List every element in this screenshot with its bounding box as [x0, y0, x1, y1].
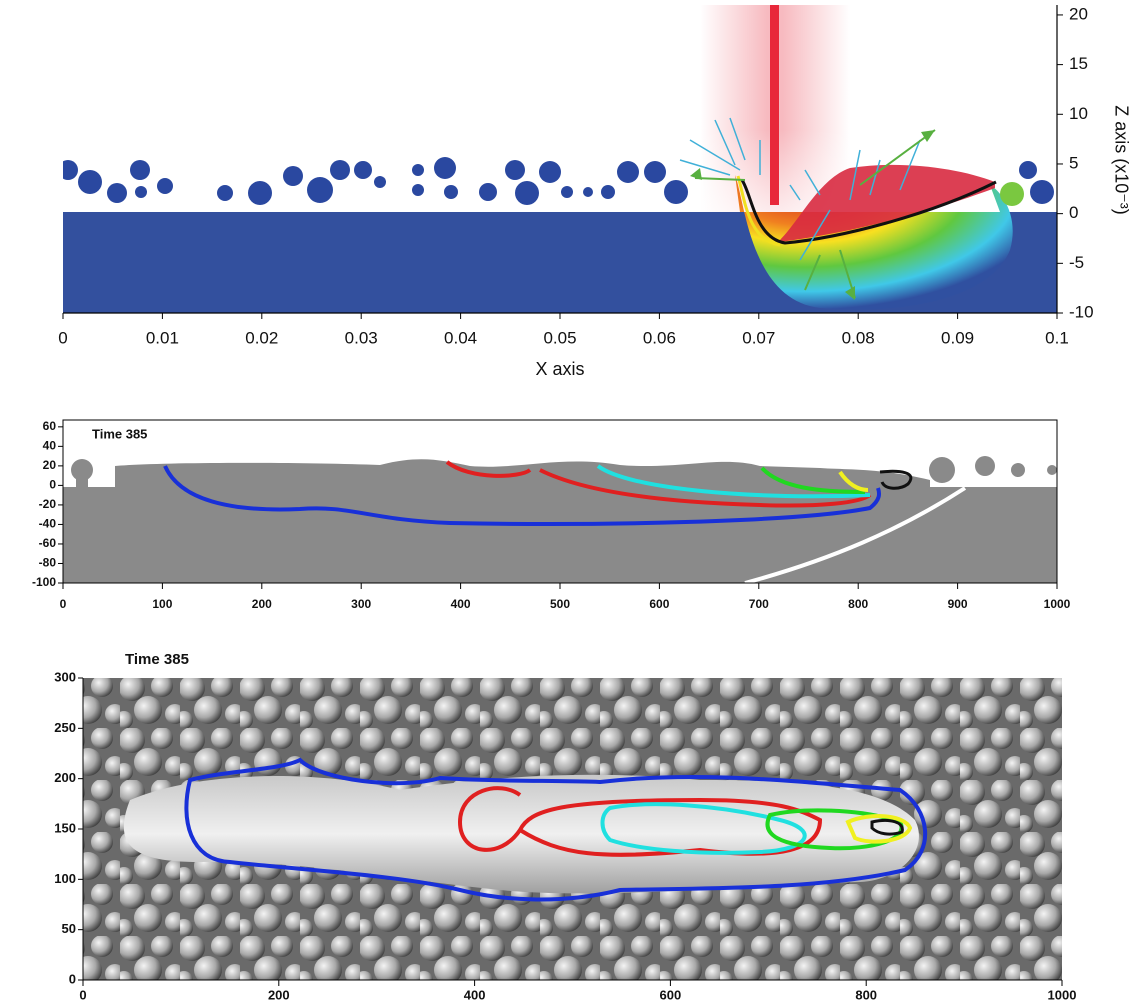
y-tick-label: -5	[1069, 253, 1084, 272]
x-tick-label: 0.09	[941, 328, 974, 347]
y-tick-label: 50	[62, 921, 76, 936]
x-tick-label: 1000	[1048, 987, 1077, 1002]
y-tick-label: 20	[43, 458, 57, 472]
x-tick-label: 900	[948, 597, 968, 611]
x-tick-label: 0.04	[444, 328, 477, 347]
y-tick-label: -100	[32, 575, 56, 589]
x-tick-label: 300	[351, 597, 371, 611]
y-tick-label: 20	[1069, 4, 1088, 23]
y-tick-label: -10	[1069, 302, 1094, 321]
x-tick-label: 600	[649, 597, 669, 611]
x-tick-label: 0	[60, 597, 67, 611]
y-tick-label: -20	[39, 497, 57, 511]
x-tick-label: 0.03	[345, 328, 378, 347]
x-tick-label: 500	[550, 597, 570, 611]
x-tick-label: 0.08	[842, 328, 875, 347]
y-tick-label: -80	[39, 556, 57, 570]
y-tick-label: 60	[43, 419, 57, 433]
x-tick-label: 1000	[1044, 597, 1071, 611]
x-tick-label: 0.01	[146, 328, 179, 347]
panel-1-field	[63, 5, 1057, 313]
x-tick-label: 600	[660, 987, 682, 1002]
x-tick-label: 0.06	[643, 328, 676, 347]
y-tick-label: 5	[1069, 153, 1078, 172]
y-tick-label: 300	[54, 669, 76, 684]
y-tick-label: 0	[69, 971, 76, 986]
x-tick-label: 0.07	[742, 328, 775, 347]
panel-title: Time 385	[92, 426, 147, 441]
x-tick-label: 0.1	[1045, 328, 1069, 347]
x-tick-label: 0.05	[543, 328, 576, 347]
x-tick-label: 800	[848, 597, 868, 611]
x-tick-label: 0	[79, 987, 86, 1002]
y-tick-label: -40	[39, 517, 57, 531]
x-tick-label: 100	[152, 597, 172, 611]
y-tick-label: -60	[39, 536, 57, 550]
x-tick-label: 200	[252, 597, 272, 611]
x-tick-label: 700	[749, 597, 769, 611]
y-tick-label: 40	[43, 439, 57, 453]
y-tick-label: 250	[54, 720, 76, 735]
x-axis-title: X axis	[535, 359, 584, 379]
y-tick-label: 100	[54, 871, 76, 886]
y-tick-label: 15	[1069, 54, 1088, 73]
y-tick-label: 150	[54, 820, 76, 835]
x-tick-label: 400	[451, 597, 471, 611]
y-axis-title: Z axis (x10⁻³)	[1111, 105, 1131, 215]
x-tick-label: 800	[855, 987, 877, 1002]
x-tick-label: 0.02	[245, 328, 278, 347]
panel-2-field	[62, 419, 1058, 585]
x-tick-label: 0	[58, 328, 67, 347]
y-tick-label: 0	[1069, 203, 1078, 222]
y-tick-label: 200	[54, 770, 76, 785]
y-tick-label: 0	[49, 478, 56, 492]
y-tick-label: 10	[1069, 104, 1088, 123]
x-tick-label: 400	[464, 987, 486, 1002]
x-tick-label: 200	[268, 987, 290, 1002]
panel-3-field	[83, 678, 1062, 980]
panel-title: Time 385	[125, 651, 189, 668]
